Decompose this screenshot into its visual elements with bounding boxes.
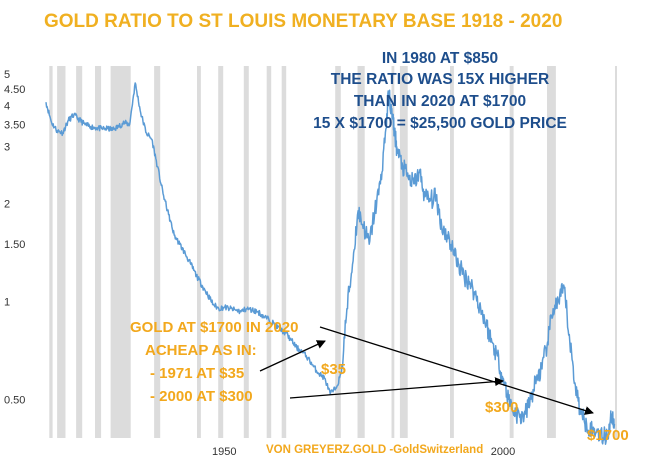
series-line-0 [45, 82, 616, 445]
recession-band-18 [615, 66, 617, 438]
credit-text: VON GREYERZ.GOLD -GoldSwitzerland [266, 444, 483, 456]
recession-band-0 [49, 66, 53, 438]
recession-band-9 [266, 66, 272, 438]
recession-band-7 [218, 66, 224, 438]
label-1700: $1700 [587, 427, 629, 444]
arrow-1971 [259, 340, 326, 372]
x-tick-label-1: 2000 [491, 446, 515, 458]
recession-band-13 [391, 66, 395, 438]
y-tick-label-5: 2 [4, 199, 10, 211]
y-tick-label-4: 3 [4, 141, 10, 153]
arrow-2000 [289, 377, 504, 399]
arrow-2020-to-1700 [319, 326, 594, 415]
recession-band-16 [509, 66, 514, 438]
recession-band-5 [154, 66, 161, 438]
note-gold-line-4: - 2000 AT $300 [150, 388, 253, 405]
y-tick-label-7: 1 [4, 296, 10, 308]
recession-band-10 [281, 66, 287, 438]
recession-band-17 [547, 66, 556, 438]
recession-band-12 [357, 66, 365, 438]
recession-band-2 [76, 66, 83, 438]
recession-band-14 [399, 66, 408, 438]
y-tick-label-3: 3.50 [4, 120, 25, 132]
note-1980-line-3: THAN IN 2020 AT $1700 [354, 93, 526, 110]
y-axis-ticks: 5 4.50 4 3.50 3 2 1.50 1 0.50 [4, 69, 25, 406]
label-300: $300 [485, 399, 518, 416]
x-axis-ticks: 1950 2000 [212, 446, 515, 458]
note-1980: IN 1980 AT $850 THE RATIO WAS 15X HIGHER… [313, 50, 567, 132]
y-tick-label-0: 5 [4, 69, 10, 81]
y-tick-label-1: 4.50 [4, 84, 25, 96]
recession-band-15 [450, 66, 454, 438]
note-gold-line-3: - 1971 AT $35 [150, 365, 244, 382]
note-1980-line-4: 15 X $1700 = $25,500 GOLD PRICE [313, 115, 567, 132]
recession-band-6 [197, 66, 201, 438]
note-1980-line-1: IN 1980 AT $850 [382, 50, 498, 67]
y-tick-label-6: 1.50 [4, 239, 25, 251]
chart-title: GOLD RATIO TO ST LOUIS MONETARY BASE 191… [44, 11, 562, 32]
y-tick-label-2: 4 [4, 101, 10, 113]
arrows [259, 326, 594, 415]
label-35: $35 [321, 361, 346, 378]
recession-band-1 [57, 66, 66, 438]
note-gold-line-1: GOLD AT $1700 IN 2020 [130, 319, 298, 336]
note-1980-line-2: THE RATIO WAS 15X HIGHER [331, 71, 549, 88]
y-tick-label-8: 0.50 [4, 394, 25, 406]
series-lines [45, 82, 616, 445]
recession-band-8 [243, 66, 249, 438]
note-gold-line-2: ACHEAP AS IN: [145, 342, 257, 359]
recession-band-3 [95, 66, 102, 438]
recession-band-4 [110, 66, 131, 438]
recession-band-11 [335, 66, 341, 438]
note-gold: GOLD AT $1700 IN 2020 ACHEAP AS IN: - 19… [130, 319, 298, 405]
x-tick-label-0: 1950 [212, 446, 236, 458]
recession-bands [49, 66, 617, 438]
